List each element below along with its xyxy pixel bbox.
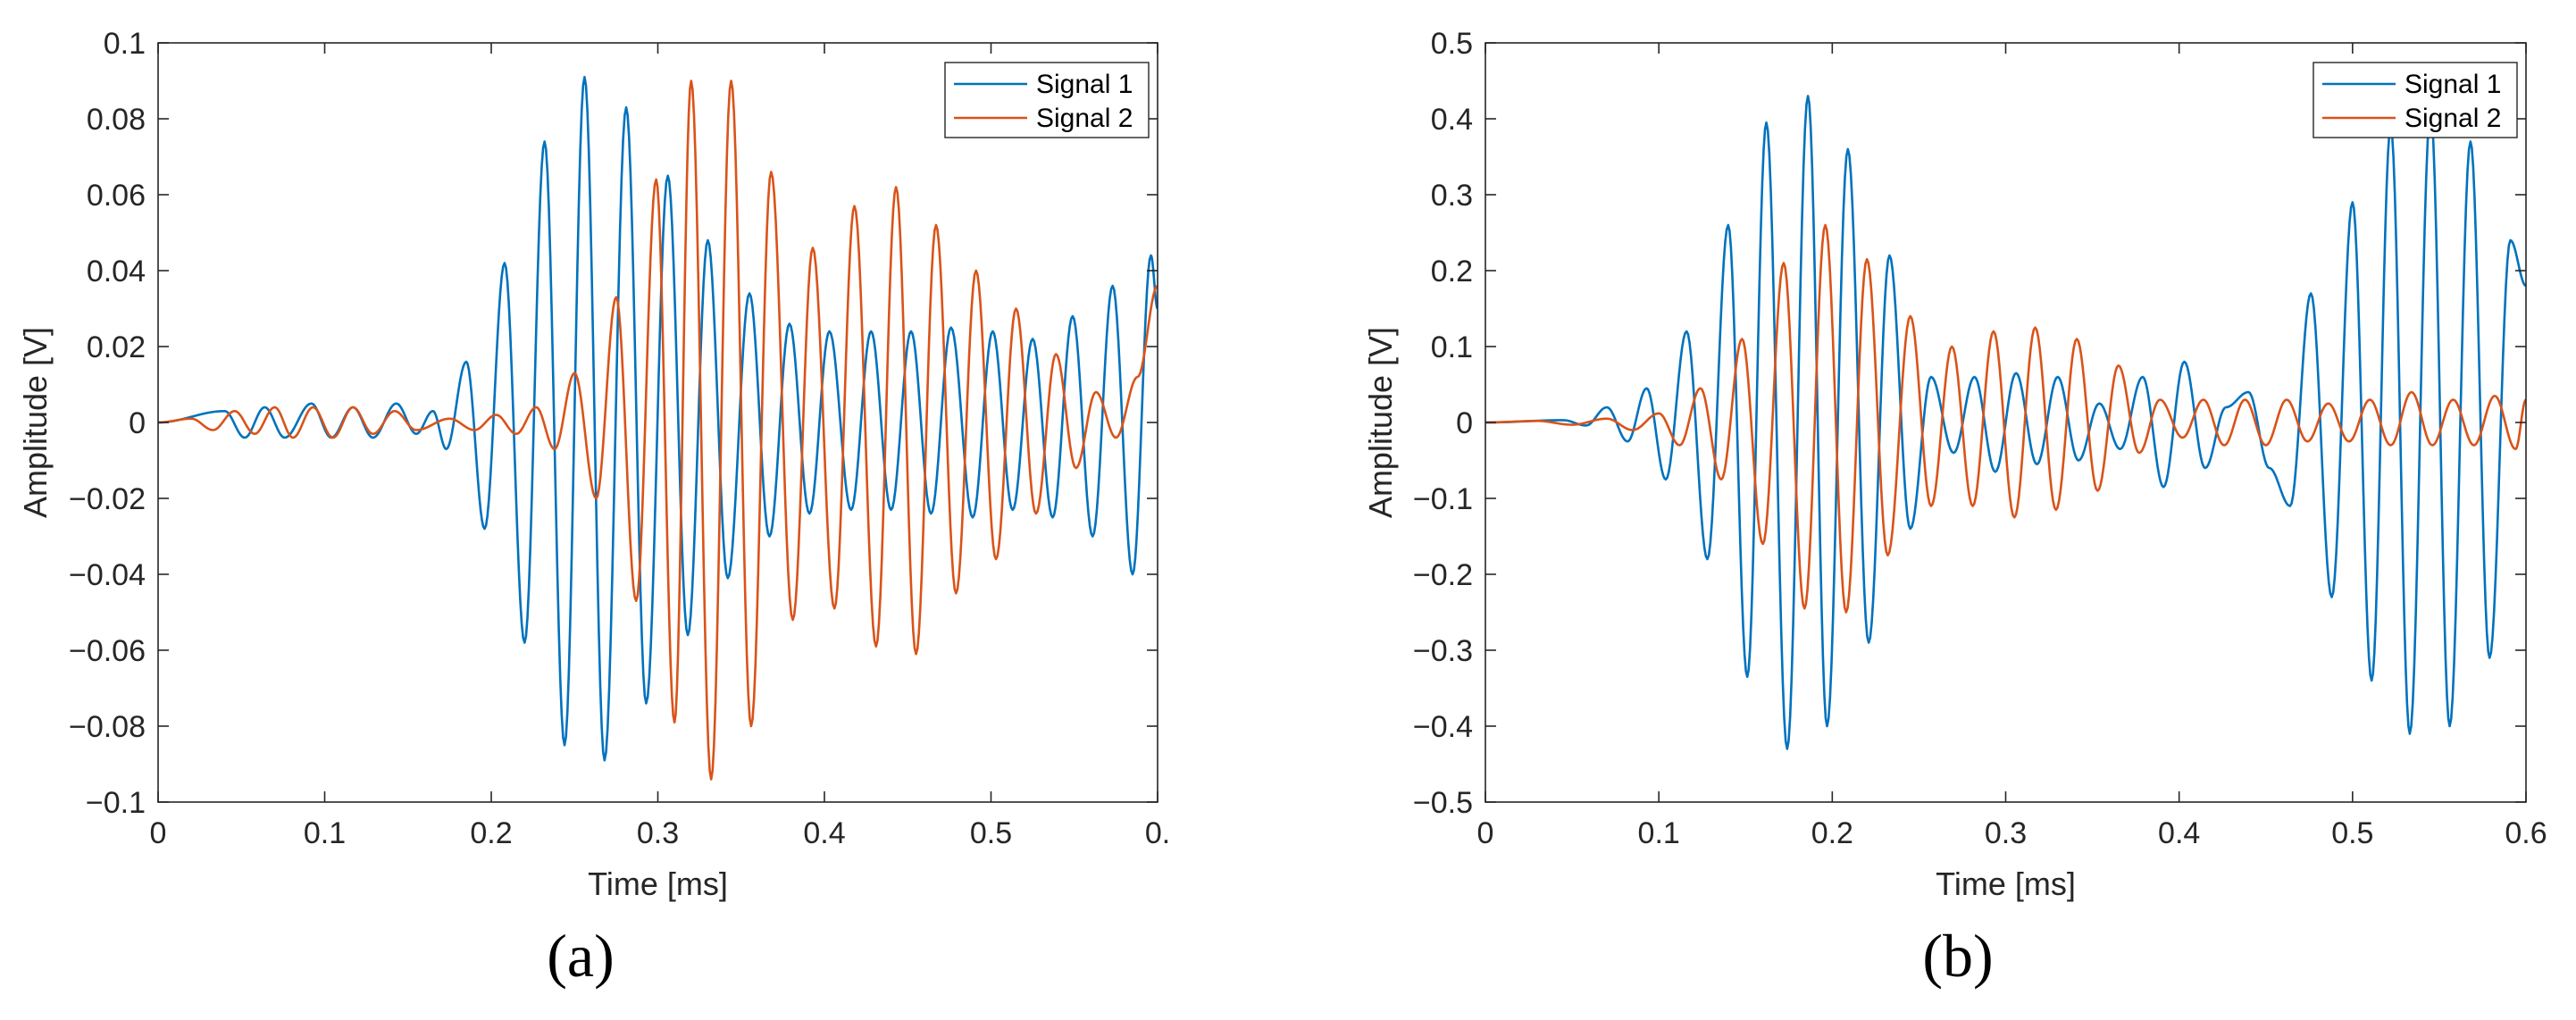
y-tick-label: −0.1 <box>86 786 146 820</box>
legend-box <box>2313 62 2518 138</box>
x-axis-label: Time [ms] <box>588 865 728 902</box>
y-tick-label: 0.1 <box>1431 330 1473 364</box>
legend-box <box>944 62 1150 138</box>
series-line-0-1 <box>158 79 1158 781</box>
y-tick-label: 0 <box>129 406 146 440</box>
y-tick-label: −0.4 <box>1413 710 1473 744</box>
x-axis-label: Time [ms] <box>1936 865 2076 902</box>
y-tick-label: 0 <box>1456 406 1473 440</box>
y-tick-label: 0.02 <box>87 330 146 364</box>
y-tick-label: −0.2 <box>1413 558 1473 592</box>
legend: Signal 1 Signal 2 <box>2313 62 2518 138</box>
y-tick-label: −0.5 <box>1413 786 1473 820</box>
series-line-1-1 <box>1485 223 2526 614</box>
x-tick-label: 0.3 <box>637 816 679 850</box>
y-tick-label: −0.08 <box>69 710 146 744</box>
x-tick-label: 0.4 <box>803 816 845 850</box>
y-tick-label: −0.04 <box>69 558 146 592</box>
y-axis-label: Amplitude [V] <box>1362 327 1399 518</box>
y-tick-label: 0.2 <box>1431 255 1473 288</box>
x-tick-label: 0 <box>150 816 167 850</box>
y-tick-label: 0.06 <box>87 179 146 213</box>
chart-panel-0: 0 0.1 0.2 0.3 0.4 0.5 0.0.10.080.060.040.020−0… <box>17 27 1170 990</box>
x-tick-label: 0.1 <box>1638 816 1680 850</box>
series-line-1-0 <box>1485 95 2526 750</box>
panel-caption: (a) <box>547 922 614 990</box>
y-axis-label: Amplitude [V] <box>17 327 54 518</box>
legend-label: Signal 1 <box>1036 70 1133 99</box>
x-tick-label: 0. <box>1145 816 1170 850</box>
y-tick-label: 0.04 <box>87 255 146 288</box>
x-tick-label: 0.2 <box>470 816 512 850</box>
y-tick-label: 0.1 <box>104 27 146 61</box>
x-tick-label: 0.4 <box>2158 816 2200 850</box>
x-tick-label: 0.6 <box>2505 816 2547 850</box>
y-tick-label: −0.02 <box>69 482 146 516</box>
legend: Signal 1 Signal 2 <box>944 62 1150 138</box>
y-tick-label: 0.3 <box>1431 179 1473 213</box>
y-tick-label: −0.1 <box>1413 482 1473 516</box>
y-tick-label: 0.5 <box>1431 27 1473 61</box>
panel-caption: (b) <box>1922 922 1993 990</box>
x-tick-label: 0.1 <box>304 816 346 850</box>
y-tick-label: −0.06 <box>69 634 146 668</box>
x-tick-label: 0.2 <box>1811 816 1853 850</box>
x-tick-label: 0.3 <box>1985 816 2027 850</box>
legend-label: Signal 2 <box>1036 104 1133 133</box>
y-tick-label: 0.08 <box>87 103 146 137</box>
y-tick-label: −0.3 <box>1413 634 1473 668</box>
series-line-0-0 <box>158 75 1158 762</box>
x-tick-label: 0 <box>1477 816 1494 850</box>
legend-label: Signal 2 <box>2405 104 2501 133</box>
chart-panel-1: 0 0.1 0.2 0.3 0.4 0.5 0.6 0.5 0.4 0.3 0.2 0.1 0 −0.1 −… <box>1362 27 2547 990</box>
x-tick-label: 0.5 <box>970 816 1012 850</box>
y-tick-label: 0.4 <box>1431 103 1473 137</box>
x-tick-label: 0.5 <box>2331 816 2373 850</box>
legend-label: Signal 1 <box>2405 70 2501 99</box>
